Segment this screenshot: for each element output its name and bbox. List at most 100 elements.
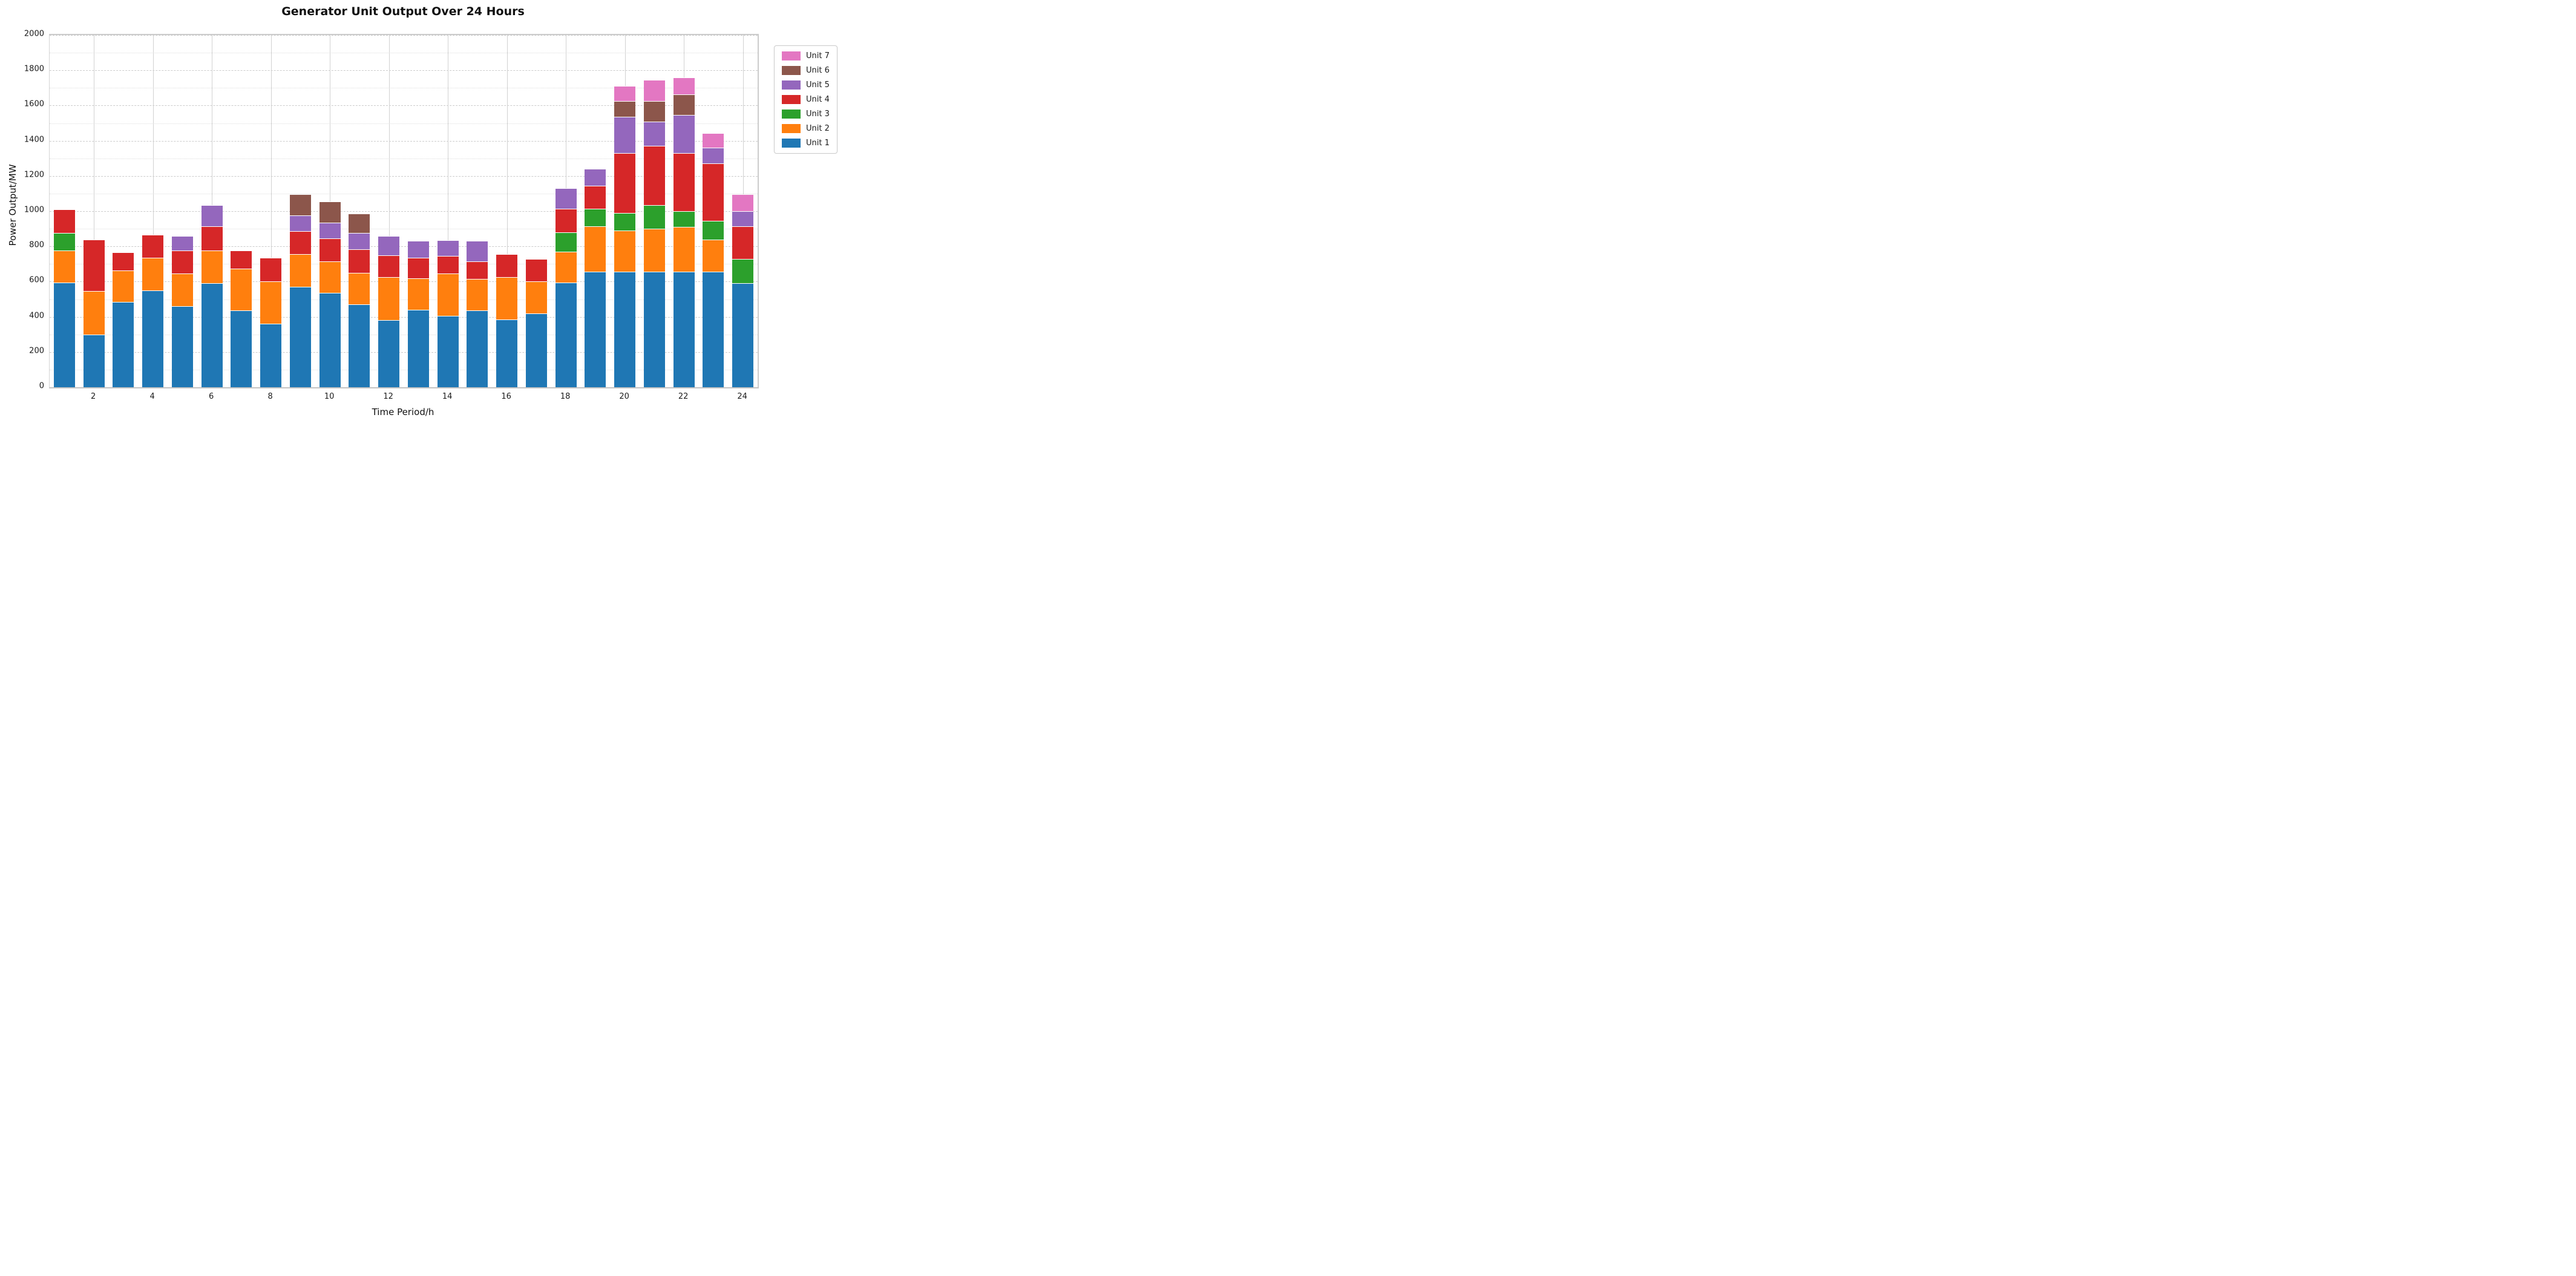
- y-tick-label-1800: 1800: [24, 64, 44, 74]
- bar-segment-unit-4: [142, 235, 164, 258]
- bar-segment-unit-2: [585, 226, 606, 272]
- bar-segment-unit-1: [349, 304, 370, 387]
- bar-segment-unit-5: [319, 222, 341, 239]
- x-tick-label-8: 8: [267, 392, 273, 401]
- bar-segment-unit-1: [201, 283, 223, 387]
- legend: Unit 7 Unit 6 Unit 5 Unit 4 Unit 3 Unit 2 Unit…: [774, 45, 837, 154]
- gridline-y-800: [50, 246, 758, 247]
- bar-hour-15: [467, 241, 488, 387]
- bar-segment-unit-5: [407, 241, 429, 258]
- bar-segment-unit-4: [437, 256, 459, 274]
- bar-segment-unit-5: [289, 215, 311, 232]
- bar-segment-unit-7: [732, 194, 754, 211]
- bar-hour-20: [614, 86, 636, 387]
- x-tick-label-18: 18: [560, 392, 571, 401]
- bar-segment-unit-1: [113, 301, 134, 387]
- gridline-y-500: [50, 299, 758, 300]
- bar-segment-unit-2: [703, 239, 724, 272]
- bar-segment-unit-1: [171, 306, 193, 387]
- gridline-x-8: [270, 35, 272, 387]
- legend-item-unit-7: Unit 7: [782, 51, 830, 61]
- bar-hour-19: [585, 169, 606, 387]
- bar-segment-unit-1: [643, 272, 665, 387]
- gridline-y-200: [50, 352, 758, 353]
- bar-segment-unit-2: [496, 277, 518, 319]
- bar-segment-unit-5: [201, 204, 223, 226]
- bar-hour-5: [171, 235, 193, 387]
- bar-segment-unit-3: [673, 211, 695, 227]
- bar-segment-unit-2: [407, 278, 429, 310]
- bar-hour-18: [555, 188, 577, 387]
- y-tick-label-1400: 1400: [24, 135, 44, 145]
- bar-segment-unit-2: [53, 250, 75, 283]
- bar-segment-unit-6: [614, 101, 636, 117]
- bar-segment-unit-4: [407, 258, 429, 278]
- gridline-x-4: [152, 35, 154, 387]
- legend-label: Unit 1: [806, 139, 830, 148]
- y-tick-label-2000: 2000: [24, 29, 44, 39]
- legend-item-unit-3: Unit 3: [782, 110, 830, 119]
- bar-segment-unit-5: [585, 169, 606, 186]
- bar-segment-unit-3: [53, 233, 75, 251]
- legend-swatch-unit-2: [782, 124, 801, 133]
- gridline-y-1000: [50, 211, 758, 212]
- bar-segment-unit-5: [673, 115, 695, 153]
- bar-hour-24: [732, 194, 754, 387]
- gridline-y-1800: [50, 70, 758, 71]
- bar-segment-unit-4: [525, 258, 547, 282]
- bar-segment-unit-3: [732, 258, 754, 284]
- bar-segment-unit-5: [467, 241, 488, 261]
- bar-segment-unit-3: [703, 221, 724, 240]
- bar-segment-unit-3: [555, 232, 577, 252]
- bar-segment-unit-5: [555, 188, 577, 209]
- legend-label: Unit 3: [806, 110, 830, 119]
- gridline-y-400: [50, 316, 758, 318]
- bar-segment-unit-4: [614, 152, 636, 213]
- legend-item-unit-6: Unit 6: [782, 66, 830, 75]
- bar-segment-unit-6: [673, 94, 695, 116]
- x-tick-label-2: 2: [90, 392, 96, 401]
- gridline-x-24: [742, 35, 744, 387]
- bar-segment-unit-1: [53, 282, 75, 387]
- bar-segment-unit-4: [703, 163, 724, 221]
- bar-hour-10: [319, 201, 341, 387]
- legend-swatch-unit-4: [782, 95, 801, 104]
- legend-swatch-unit-6: [782, 66, 801, 75]
- y-tick-label-400: 400: [29, 311, 44, 321]
- x-tick-label-22: 22: [678, 392, 689, 401]
- legend-swatch-unit-3: [782, 110, 801, 119]
- bar-segment-unit-6: [289, 194, 311, 216]
- bar-hour-9: [289, 194, 311, 387]
- bar-hour-4: [142, 235, 164, 387]
- bar-segment-unit-3: [643, 204, 665, 229]
- bar-segment-unit-2: [437, 273, 459, 316]
- x-tick-label-20: 20: [619, 392, 629, 401]
- bar-segment-unit-4: [260, 258, 282, 282]
- bar-segment-unit-2: [171, 273, 193, 307]
- gridline-y-600: [50, 281, 758, 283]
- gridline-y-1200: [50, 175, 758, 177]
- legend-swatch-unit-7: [782, 51, 801, 61]
- bar-hour-16: [496, 254, 518, 387]
- bar-segment-unit-1: [231, 310, 252, 387]
- bar-segment-unit-4: [201, 226, 223, 251]
- bar-segment-unit-5: [437, 240, 459, 257]
- bar-segment-unit-4: [467, 261, 488, 280]
- bar-segment-unit-1: [378, 320, 400, 387]
- bar-segment-unit-2: [467, 279, 488, 311]
- bar-hour-11: [349, 214, 370, 387]
- y-tick-label-0: 0: [39, 381, 44, 391]
- legend-item-unit-2: Unit 2: [782, 124, 830, 133]
- legend-label: Unit 5: [806, 80, 830, 90]
- bar-segment-unit-2: [142, 258, 164, 290]
- bar-segment-unit-2: [113, 270, 134, 302]
- bar-segment-unit-3: [585, 208, 606, 226]
- legend-label: Unit 6: [806, 66, 830, 75]
- bar-segment-unit-2: [260, 281, 282, 324]
- bar-segment-unit-5: [643, 121, 665, 146]
- legend-swatch-unit-1: [782, 139, 801, 148]
- y-tick-label-1000: 1000: [24, 205, 44, 215]
- bar-segment-unit-3: [614, 212, 636, 231]
- legend-label: Unit 4: [806, 95, 830, 104]
- bar-segment-unit-1: [585, 272, 606, 387]
